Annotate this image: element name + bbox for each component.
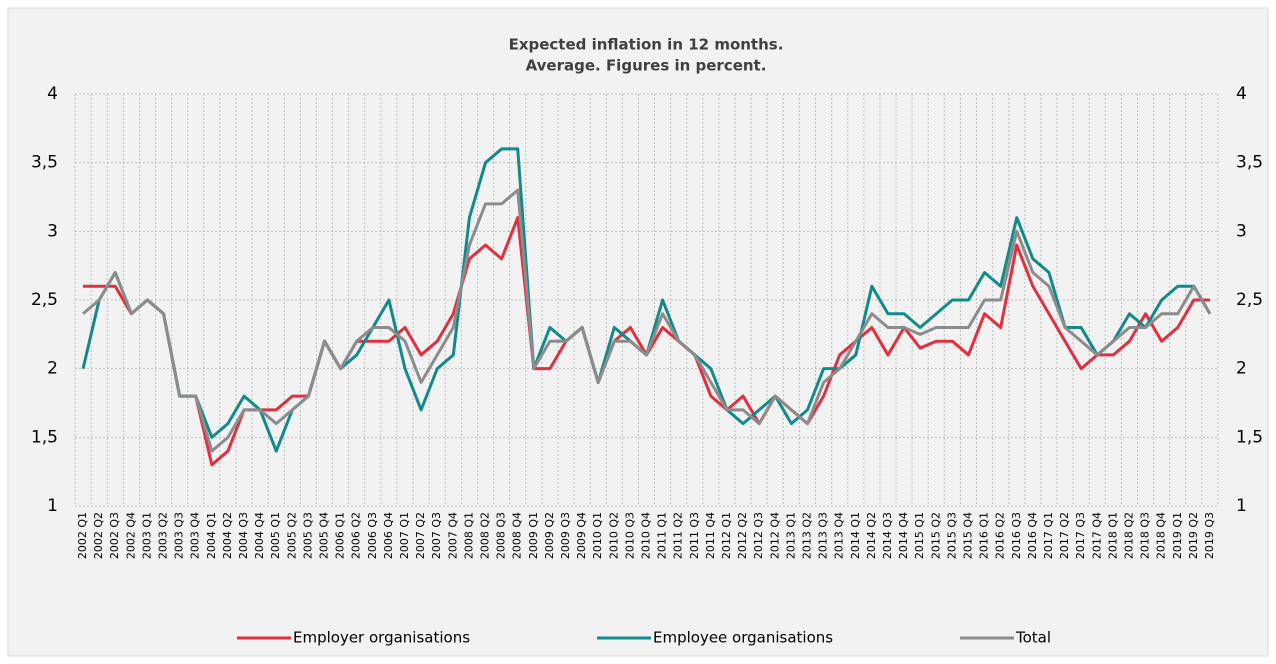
x-tick-label: 2011 Q3	[688, 512, 701, 559]
x-tick-label: 2016 Q3	[1010, 512, 1023, 559]
x-tick-label: 2008 Q2	[479, 512, 492, 559]
x-tick-label: 2018 Q3	[1139, 512, 1152, 559]
x-tick-label: 2010 Q1	[591, 512, 604, 559]
chart-subtitle: Average. Figures in percent.	[526, 57, 767, 75]
x-tick-label: 2014 Q3	[881, 512, 894, 559]
x-tick-label: 2008 Q3	[495, 512, 508, 559]
y2-tick-label: 1,5	[1236, 427, 1263, 447]
x-tick-label: 2002 Q4	[124, 512, 137, 559]
x-tick-label: 2004 Q2	[221, 512, 234, 559]
x-tick-label: 2016 Q2	[994, 512, 1007, 559]
x-tick-label: 2005 Q1	[269, 512, 282, 559]
x-tick-label: 2007 Q2	[414, 512, 427, 559]
x-tick-label: 2013 Q3	[817, 512, 830, 559]
x-tick-label: 2004 Q1	[205, 512, 218, 559]
x-tick-label: 2018 Q2	[1122, 512, 1135, 559]
x-tick-label: 2006 Q1	[334, 512, 347, 559]
x-tick-label: 2009 Q4	[575, 512, 588, 559]
x-tick-label: 2007 Q4	[446, 512, 459, 559]
x-tick-label: 2014 Q4	[897, 512, 910, 559]
x-tick-label: 2006 Q3	[366, 512, 379, 559]
x-tick-label: 2013 Q4	[833, 512, 846, 559]
x-tick-label: 2010 Q3	[623, 512, 636, 559]
y-tick-label: 2,5	[31, 290, 58, 310]
y-tick-label: 1,5	[31, 427, 58, 447]
x-tick-label: 2011 Q1	[656, 512, 669, 559]
x-tick-label: 2015 Q2	[929, 512, 942, 559]
x-tick-label: 2010 Q2	[607, 512, 620, 559]
x-tick-label: 2011 Q2	[672, 512, 685, 559]
x-tick-label: 2002 Q2	[92, 512, 105, 559]
x-tick-label: 2018 Q4	[1155, 512, 1168, 559]
x-tick-label: 2008 Q1	[462, 512, 475, 559]
y-tick-label: 1	[47, 496, 58, 516]
series-line	[82, 188, 1212, 453]
x-tick-label: 2019 Q3	[1203, 512, 1216, 559]
x-tick-label: 2002 Q1	[76, 512, 89, 559]
chart-title: Expected inflation in 12 months.	[509, 36, 784, 54]
y2-tick-label: 4	[1236, 84, 1247, 104]
x-tick-label: 2015 Q4	[961, 512, 974, 559]
x-tick-label: 2019 Q1	[1171, 512, 1184, 559]
legend-label: Employer organisations	[293, 629, 470, 647]
legend-label: Total	[1015, 629, 1051, 647]
x-tick-label: 2005 Q4	[318, 512, 331, 559]
x-tick-label: 2005 Q2	[285, 512, 298, 559]
x-tick-label: 2003 Q4	[189, 512, 202, 559]
x-tick-label: 2015 Q3	[945, 512, 958, 559]
y-tick-label: 3	[47, 221, 58, 241]
x-tick-label: 2016 Q4	[1026, 512, 1039, 559]
x-tick-label: 2019 Q2	[1187, 512, 1200, 559]
x-tick-label: 2009 Q2	[543, 512, 556, 559]
y2-tick-label: 3,5	[1236, 153, 1263, 173]
x-tick-label: 2010 Q4	[640, 512, 653, 559]
x-tick-label: 2003 Q2	[157, 512, 170, 559]
x-tick-label: 2015 Q1	[913, 512, 926, 559]
x-tick-label: 2014 Q2	[865, 512, 878, 559]
legend-label: Employee organisations	[653, 629, 833, 647]
x-tick-label: 2011 Q4	[704, 512, 717, 559]
y-tick-label: 4	[47, 84, 58, 104]
x-tick-label: 2003 Q3	[173, 512, 186, 559]
x-tick-label: 2009 Q3	[559, 512, 572, 559]
x-tick-label: 2009 Q1	[527, 512, 540, 559]
y-tick-label: 2	[47, 359, 58, 379]
y2-tick-label: 1	[1236, 496, 1247, 516]
x-tick-label: 2012 Q2	[736, 512, 749, 559]
x-tick-label: 2004 Q4	[253, 512, 266, 559]
x-tick-label: 2018 Q1	[1106, 512, 1119, 559]
x-tick-label: 2006 Q4	[382, 512, 395, 559]
x-tick-label: 2007 Q3	[430, 512, 443, 559]
y2-tick-label: 3	[1236, 221, 1247, 241]
x-tick-label: 2004 Q3	[237, 512, 250, 559]
x-tick-label: 2006 Q2	[350, 512, 363, 559]
y2-tick-label: 2	[1236, 359, 1247, 379]
x-tick-label: 2002 Q3	[108, 512, 121, 559]
x-tick-label: 2013 Q2	[800, 512, 813, 559]
x-tick-label: 2012 Q1	[720, 512, 733, 559]
y-tick-label: 3,5	[31, 153, 58, 173]
x-tick-label: 2014 Q1	[849, 512, 862, 559]
x-tick-label: 2008 Q4	[511, 512, 524, 559]
x-tick-label: 2013 Q1	[784, 512, 797, 559]
x-tick-label: 2016 Q1	[978, 512, 991, 559]
x-tick-label: 2017 Q4	[1090, 512, 1103, 559]
x-tick-label: 2007 Q1	[398, 512, 411, 559]
x-tick-label: 2012 Q3	[752, 512, 765, 559]
x-tick-label: 2012 Q4	[768, 512, 781, 559]
x-tick-label: 2003 Q1	[140, 512, 153, 559]
x-tick-label: 2005 Q3	[301, 512, 314, 559]
y2-tick-label: 2,5	[1236, 290, 1263, 310]
x-tick-label: 2017 Q1	[1042, 512, 1055, 559]
x-tick-label: 2017 Q2	[1058, 512, 1071, 559]
x-tick-label: 2017 Q3	[1074, 512, 1087, 559]
